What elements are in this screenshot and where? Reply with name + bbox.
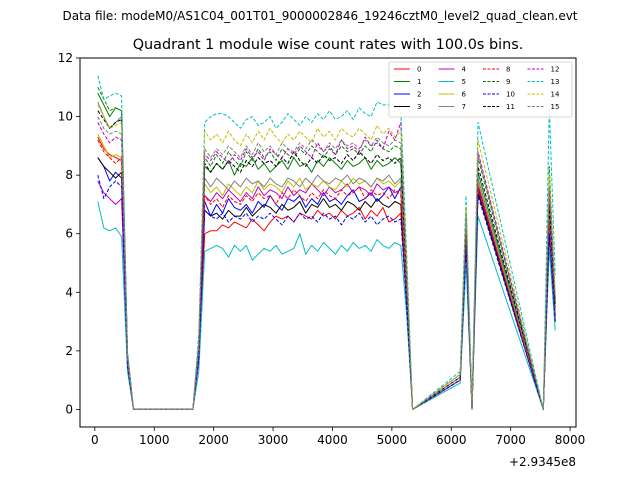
x-tick-label: 3000 bbox=[258, 433, 289, 447]
series-line-2 bbox=[97, 157, 556, 410]
series-line-10 bbox=[97, 174, 556, 410]
x-tick-label: 8000 bbox=[555, 433, 586, 447]
legend-label-5: 5 bbox=[462, 78, 466, 86]
legend-label-2: 2 bbox=[417, 91, 421, 99]
y-tick-label: 6 bbox=[65, 227, 73, 241]
legend-label-10: 10 bbox=[506, 91, 515, 99]
series-line-5 bbox=[97, 201, 556, 410]
y-tick-label: 0 bbox=[65, 402, 73, 416]
legend-label-4: 4 bbox=[462, 66, 467, 74]
legend-label-12: 12 bbox=[551, 66, 560, 74]
series-line-8 bbox=[97, 139, 556, 410]
legend-frame bbox=[388, 61, 573, 118]
legend-label-11: 11 bbox=[506, 103, 515, 111]
legend-label-0: 0 bbox=[417, 66, 421, 74]
legend-label-14: 14 bbox=[551, 91, 560, 99]
x-offset-label: +2.9345e8 bbox=[509, 455, 576, 469]
series-layer bbox=[97, 75, 556, 410]
y-tick-label: 10 bbox=[58, 110, 73, 124]
series-line-1 bbox=[97, 92, 556, 410]
x-tick-label: 7000 bbox=[495, 433, 526, 447]
series-line-14 bbox=[97, 104, 556, 410]
x-tick-label: 2000 bbox=[198, 433, 229, 447]
x-tick-label: 4000 bbox=[317, 433, 348, 447]
y-tick-label: 8 bbox=[65, 168, 73, 182]
series-line-11 bbox=[97, 110, 556, 410]
series-line-15 bbox=[97, 116, 556, 410]
legend-label-1: 1 bbox=[417, 78, 421, 86]
y-tick-label: 2 bbox=[65, 344, 73, 358]
x-tick-label: 0 bbox=[91, 433, 99, 447]
legend-label-15: 15 bbox=[551, 103, 560, 111]
legend-label-9: 9 bbox=[506, 78, 510, 86]
plot-frame bbox=[79, 57, 577, 428]
legend-label-7: 7 bbox=[462, 103, 466, 111]
series-line-3 bbox=[97, 157, 556, 410]
x-tick-label: 5000 bbox=[377, 433, 408, 447]
series-line-12 bbox=[97, 121, 556, 410]
series-line-0 bbox=[97, 136, 556, 410]
axes-layer: 0 1000 2000 3000 4000 5000 6000 7000 80000246810… bbox=[58, 51, 586, 447]
legend-label-3: 3 bbox=[417, 103, 421, 111]
y-tick-label: 4 bbox=[65, 285, 73, 299]
series-line-9 bbox=[97, 87, 556, 410]
y-tick-label: 12 bbox=[58, 51, 73, 65]
chart-supertitle: Data file: modeM0/AS1C04_001T01_90000028… bbox=[62, 9, 577, 23]
x-tick-label: 1000 bbox=[139, 433, 170, 447]
legend-label-6: 6 bbox=[462, 91, 467, 99]
legend-label-8: 8 bbox=[506, 66, 510, 74]
chart-title: Quadrant 1 module wise count rates with … bbox=[133, 37, 524, 53]
x-tick-label: 6000 bbox=[436, 433, 467, 447]
legend-label-13: 13 bbox=[551, 78, 560, 86]
